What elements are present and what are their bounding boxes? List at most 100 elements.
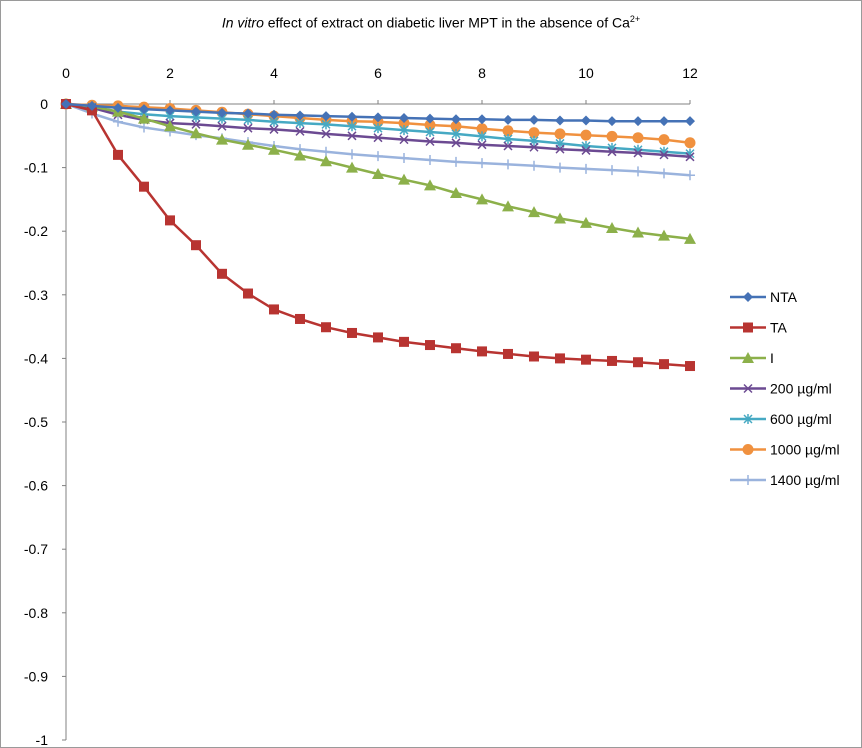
x-tick-label: 10	[578, 65, 594, 81]
data-point-1400-g-ml	[555, 162, 565, 173]
data-point-1000-g-ml	[450, 120, 462, 132]
y-tick-label: -0.4	[24, 350, 48, 366]
legend-label: 1000 µg/ml	[770, 442, 840, 458]
series-200-g-ml	[61, 99, 695, 162]
data-point-nta	[399, 112, 409, 123]
data-point-ta	[295, 313, 305, 324]
data-point-200-g-ml	[451, 138, 461, 148]
data-point-200-g-ml	[399, 135, 409, 145]
data-point-i	[554, 212, 566, 224]
x-tick-label: 12	[682, 65, 698, 81]
data-point-1400-g-ml	[425, 154, 435, 165]
data-point-ta	[139, 181, 149, 192]
data-point-200-g-ml	[347, 131, 357, 141]
data-point-1400-g-ml	[477, 158, 487, 169]
data-point-1000-g-ml	[658, 134, 670, 146]
data-point-200-g-ml	[373, 133, 383, 143]
data-point-200-g-ml	[191, 119, 201, 129]
data-point-1000-g-ml	[684, 137, 696, 149]
data-point-600-g-ml	[451, 128, 461, 139]
data-point-nta	[529, 114, 539, 125]
legend-swatch-marker	[743, 292, 753, 302]
data-point-200-g-ml	[217, 121, 227, 131]
data-point-1000-g-ml	[528, 127, 540, 139]
data-point-nta	[451, 114, 461, 125]
data-point-i	[216, 133, 228, 145]
data-point-nta	[477, 114, 487, 125]
data-point-200-g-ml	[295, 126, 305, 136]
data-point-1000-g-ml	[606, 130, 618, 142]
y-tick-label: -0.7	[24, 541, 48, 557]
data-point-i	[658, 229, 670, 241]
data-point-ta	[425, 340, 435, 351]
data-point-nta	[165, 105, 175, 116]
data-point-i	[346, 161, 358, 173]
data-point-200-g-ml	[685, 152, 695, 162]
data-point-ta	[347, 327, 357, 338]
data-point-ta	[607, 355, 617, 366]
data-point-i	[606, 222, 618, 234]
legend-item-i: I	[730, 350, 774, 366]
series-ta	[61, 99, 695, 372]
data-point-1400-g-ml	[685, 170, 695, 181]
data-point-i	[476, 193, 488, 205]
data-point-nta	[61, 99, 71, 109]
chart-title: In vitro effect of extract on diabetic l…	[0, 14, 862, 31]
legend-label: NTA	[770, 289, 798, 305]
data-point-i	[528, 206, 540, 218]
data-point-i	[242, 138, 254, 150]
legend-item-1400-g-ml: 1400 µg/ml	[730, 472, 840, 488]
data-point-200-g-ml	[581, 145, 591, 155]
y-tick-label: -0.9	[24, 668, 48, 684]
data-point-1000-g-ml	[502, 125, 514, 137]
legend-item-200-g-ml: 200 µg/ml	[730, 381, 832, 397]
data-point-ta	[659, 359, 669, 370]
data-point-nta	[503, 114, 513, 125]
data-point-ta	[243, 288, 253, 299]
data-point-200-g-ml	[529, 142, 539, 152]
data-point-nta	[269, 109, 279, 120]
x-tick-label: 6	[374, 65, 382, 81]
data-point-ta	[269, 304, 279, 315]
legend-swatch-marker	[742, 352, 754, 363]
y-tick-label: -1	[36, 732, 49, 748]
data-point-i	[684, 232, 696, 244]
data-point-i	[580, 216, 592, 228]
chart-title-superscript: 2+	[629, 14, 641, 24]
data-point-i	[164, 120, 176, 132]
data-point-i	[190, 127, 202, 139]
data-point-1000-g-ml	[580, 129, 592, 141]
data-point-200-g-ml	[555, 144, 565, 154]
y-tick-label: -0.2	[24, 223, 48, 239]
data-point-200-g-ml	[243, 123, 253, 133]
data-point-ta	[685, 361, 695, 372]
data-point-i	[398, 173, 410, 185]
x-tick-label: 4	[270, 65, 278, 81]
data-point-1400-g-ml	[607, 165, 617, 176]
data-point-1400-g-ml	[321, 146, 331, 157]
legend-swatch-marker	[743, 322, 753, 333]
legend-item-nta: NTA	[730, 289, 798, 305]
data-point-nta	[659, 116, 669, 127]
data-point-200-g-ml	[607, 147, 617, 157]
data-point-1000-g-ml	[554, 128, 566, 140]
legend-swatch-marker	[743, 414, 753, 424]
data-point-1000-g-ml	[632, 132, 644, 144]
data-point-ta	[633, 357, 643, 368]
x-tick-label: 8	[478, 65, 486, 81]
data-point-nta	[191, 106, 201, 117]
data-point-200-g-ml	[477, 140, 487, 150]
y-tick-label: -0.5	[24, 414, 48, 430]
data-point-nta	[347, 111, 357, 122]
x-tick-label: 0	[62, 65, 70, 81]
data-point-200-g-ml	[269, 124, 279, 134]
data-point-ta	[451, 343, 461, 354]
legend-label: I	[770, 350, 774, 366]
data-point-ta	[217, 268, 227, 279]
data-point-1400-g-ml	[659, 168, 669, 179]
data-point-1400-g-ml	[139, 122, 149, 133]
y-tick-label: -0.6	[24, 478, 48, 494]
data-point-600-g-ml	[399, 125, 409, 136]
data-point-nta	[295, 110, 305, 121]
